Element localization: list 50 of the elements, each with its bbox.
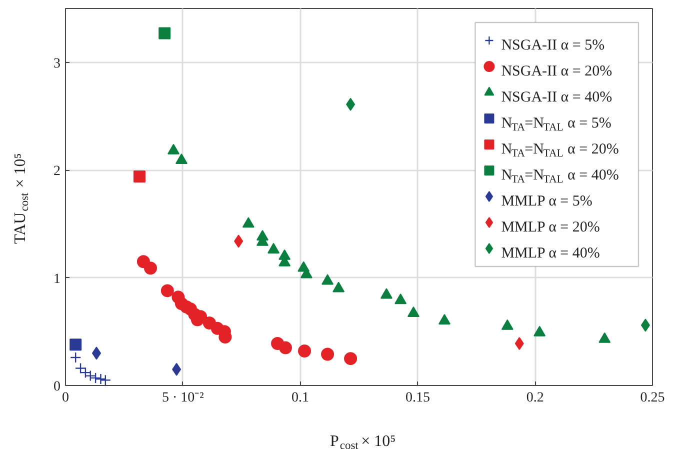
point xyxy=(598,332,611,343)
legend-label: MMLP α = 40% xyxy=(501,246,600,262)
x-tick-label: 0.15 xyxy=(405,390,430,406)
y-axis-title: TAUcost × 10⁵ xyxy=(12,153,31,244)
point xyxy=(501,319,514,330)
point xyxy=(95,373,106,385)
legend-label: MMLP α = 20% xyxy=(501,220,600,236)
point xyxy=(234,234,244,248)
point xyxy=(160,284,174,298)
point xyxy=(92,346,101,360)
point xyxy=(332,282,345,292)
y-tick-label: 1 xyxy=(54,272,60,287)
y-tick-label: 0 xyxy=(54,380,60,394)
point xyxy=(144,262,157,275)
point xyxy=(70,338,82,351)
x-tick-label: 0.25 xyxy=(640,390,665,406)
point xyxy=(242,217,254,228)
legend-label: NSGA-II α = 40% xyxy=(501,90,612,106)
point xyxy=(133,170,146,183)
y-tick-label: 3 xyxy=(54,56,60,72)
point xyxy=(84,370,96,382)
point xyxy=(514,336,524,350)
point xyxy=(80,366,92,378)
point xyxy=(90,372,102,384)
point xyxy=(100,374,112,386)
point xyxy=(175,154,188,164)
legend-label: NSGA-II α = 5% xyxy=(501,38,605,54)
point xyxy=(268,242,280,254)
point xyxy=(70,352,82,364)
x-tick-label: 0.2 xyxy=(526,390,544,406)
point xyxy=(322,274,334,285)
point xyxy=(344,352,358,366)
legend-label: MMLP α = 5% xyxy=(501,194,592,210)
point xyxy=(279,341,292,354)
x-tick-label: 5 · 10⁻² xyxy=(162,390,204,406)
y-tick-label: 2 xyxy=(54,164,60,180)
point xyxy=(74,362,86,374)
point xyxy=(346,98,356,111)
x-tick-label: 0.1 xyxy=(292,390,310,406)
legend-label: NSGA-II α = 20% xyxy=(501,64,612,80)
point xyxy=(640,318,650,332)
point xyxy=(534,326,546,336)
point xyxy=(321,348,334,361)
point xyxy=(394,294,407,304)
point xyxy=(168,144,180,154)
point xyxy=(298,344,312,358)
point xyxy=(438,314,450,325)
point xyxy=(407,306,420,318)
point xyxy=(380,288,392,299)
point xyxy=(172,362,182,376)
